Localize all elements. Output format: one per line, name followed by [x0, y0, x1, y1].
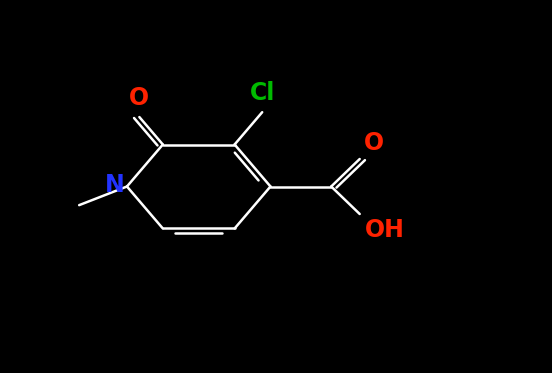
- Text: O: O: [364, 131, 384, 155]
- Text: Cl: Cl: [250, 81, 275, 106]
- Text: O: O: [129, 86, 150, 110]
- Text: OH: OH: [365, 218, 405, 242]
- Text: N: N: [104, 173, 124, 197]
